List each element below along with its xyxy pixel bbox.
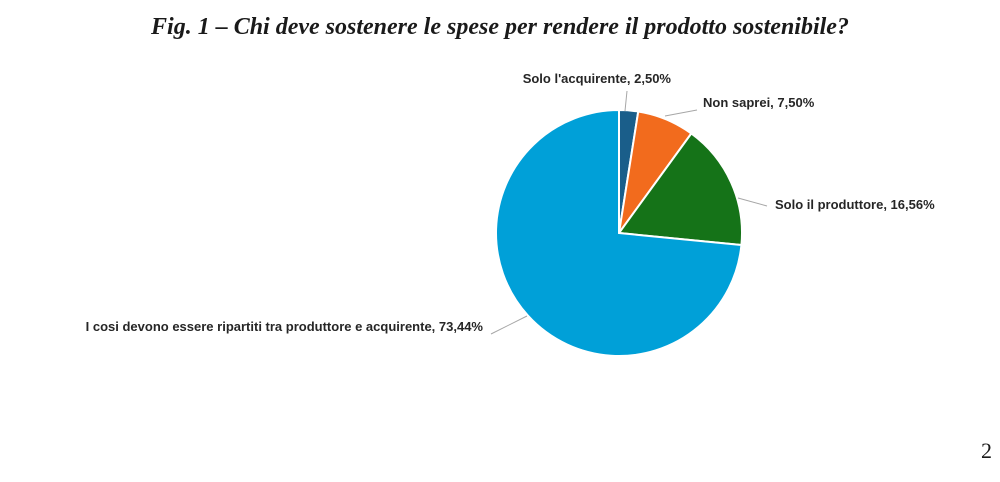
data-label-3: Solo il produttore, 16,56%	[775, 197, 935, 212]
data-label-2: Non saprei, 7,50%	[703, 95, 815, 110]
data-label-4: I cosi devono essere ripartiti tra produ…	[86, 319, 484, 334]
page-title: Fig. 1 – Chi deve sostenere le spese per…	[151, 14, 849, 40]
data-labels: Solo l'acquirente, 2,50% Non saprei, 7,50…	[86, 71, 935, 334]
page-number: 2	[981, 438, 992, 463]
pie-slice-3	[617, 132, 743, 247]
leader-lines	[490, 90, 768, 335]
leader-line-4	[490, 315, 528, 335]
leader-line-1	[624, 90, 628, 112]
pie-slice-4	[495, 108, 743, 357]
pie-slices	[495, 108, 743, 357]
leader-line-2	[664, 109, 698, 117]
data-label-1: Solo l'acquirente, 2,50%	[523, 71, 672, 86]
leader-line-3	[737, 197, 768, 207]
